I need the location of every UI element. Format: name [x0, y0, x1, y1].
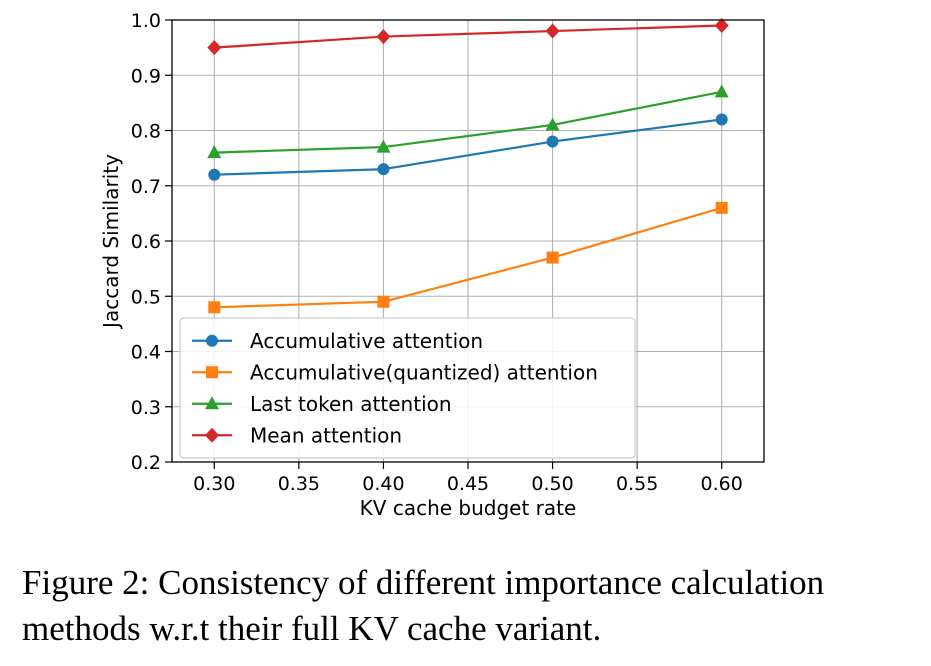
data-point	[715, 201, 728, 214]
legend-label: Accumulative attention	[250, 329, 483, 353]
data-point	[207, 145, 222, 159]
data-point	[714, 18, 729, 34]
data-point	[377, 295, 390, 308]
data-point	[714, 84, 729, 98]
legend-item: Mean attention	[192, 423, 402, 447]
legend-marker	[205, 396, 219, 410]
x-tick-label: 0.60	[701, 473, 743, 495]
series-line	[214, 24, 722, 49]
y-tick-label: 0.9	[131, 65, 161, 87]
series-mean-attention	[207, 18, 729, 56]
data-point	[207, 40, 222, 56]
y-axis-label: Jaccard Similarity	[99, 154, 123, 330]
x-tick-label: 0.35	[278, 473, 320, 495]
x-tick-label: 0.40	[362, 473, 404, 495]
series-accumulative-quantized-attention	[208, 201, 728, 314]
legend-item: Accumulative attention	[192, 329, 483, 353]
legend-label: Mean attention	[250, 423, 402, 447]
legend-item: Accumulative(quantized) attention	[192, 360, 598, 384]
legend-marker	[206, 334, 218, 347]
series-last-token-attention	[207, 84, 729, 159]
data-point	[376, 29, 391, 45]
x-tick-label: 0.50	[531, 473, 573, 495]
data-point	[377, 163, 390, 176]
data-point	[715, 113, 728, 126]
line-chart: 0.30 0.35 0.40 0.45 0.50 0.55 0.60 0.2 0.3 0.4 0.5…	[99, 10, 765, 520]
data-point	[208, 168, 221, 181]
y-tick-label: 0.4	[131, 342, 161, 364]
x-tick-label: 0.30	[193, 473, 235, 495]
figure-caption: Figure 2: Consistency of different impor…	[22, 563, 825, 648]
legend-marker	[206, 366, 218, 379]
data-point	[546, 251, 559, 264]
data-point	[208, 301, 221, 314]
y-tick-label: 0.5	[131, 286, 161, 308]
series-accumulative-attention	[208, 113, 728, 181]
series-line	[214, 118, 722, 176]
series-layer	[207, 18, 729, 314]
x-tick-label: 0.55	[616, 473, 658, 495]
legend-box	[179, 317, 636, 459]
axis-ticks: 0.30 0.35 0.40 0.45 0.50 0.55 0.60 0.2 0.3 0.4 0.5…	[131, 10, 743, 495]
y-tick-label: 0.3	[131, 397, 161, 419]
y-tick-label: 0.2	[131, 452, 161, 474]
series-line	[214, 90, 722, 154]
legend-label: Accumulative(quantized) attention	[250, 360, 598, 384]
y-tick-label: 1.0	[131, 10, 161, 32]
x-axis-label: KV cache budget rate	[360, 496, 577, 520]
legend: Accumulative attention Accumulative(quant…	[179, 317, 636, 459]
y-tick-label: 0.6	[131, 231, 161, 253]
data-point	[546, 135, 559, 148]
grid-lines	[172, 19, 764, 463]
data-point	[376, 139, 391, 153]
legend-item: Last token attention	[192, 392, 452, 416]
legend-marker	[205, 427, 219, 443]
data-point	[545, 23, 560, 39]
legend-label: Last token attention	[250, 392, 452, 416]
y-tick-label: 0.8	[131, 121, 161, 143]
x-tick-label: 0.45	[447, 473, 489, 495]
series-line	[214, 206, 723, 309]
y-tick-label: 0.7	[131, 176, 161, 198]
data-point	[545, 117, 560, 131]
